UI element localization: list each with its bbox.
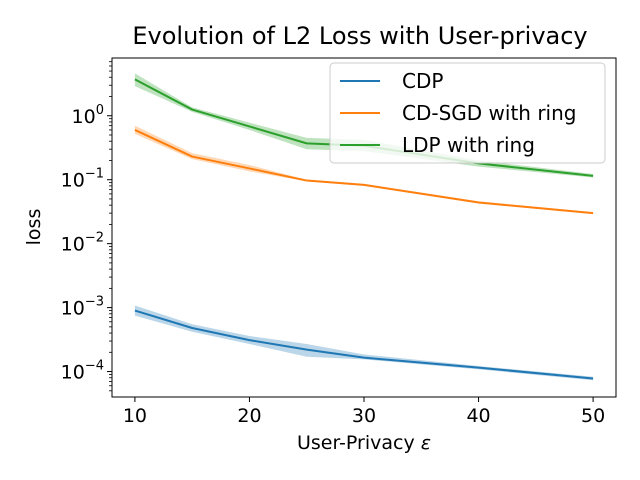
x-tick-label: 20 (237, 405, 261, 427)
y-axis: 10−4 10−3 10−2 10−1 100 (61, 61, 112, 392)
y-tick-label: 10−3 (61, 295, 104, 320)
x-axis-label-symbol: ε (421, 432, 431, 454)
legend-label-cdp: CDP (402, 69, 443, 93)
band-cdp (134, 305, 594, 381)
legend-label-ldp-with-ring: LDP with ring (402, 133, 535, 157)
x-axis: 10 20 30 40 50 (123, 397, 605, 427)
x-tick-label: 40 (466, 405, 490, 427)
line-cd-sgd-with-ring (134, 129, 594, 215)
x-axis-label-text: User-Privacy (297, 432, 415, 454)
y-axis-label: loss (23, 209, 45, 246)
x-tick-label: 30 (352, 405, 376, 427)
legend-label-cd-sgd-with-ring: CD-SGD with ring (402, 101, 576, 125)
legend-box (329, 62, 606, 164)
y-tick-label: 10−4 (61, 359, 104, 384)
y-tick-label: 100 (72, 103, 104, 128)
x-tick-label: 50 (581, 405, 605, 427)
x-axis-label: User-Privacy ε (297, 432, 431, 454)
chart-title: Evolution of L2 Loss with User-privacy (132, 22, 587, 50)
line-cdp (134, 309, 594, 380)
x-tick-label: 10 (123, 405, 147, 427)
y-tick-label: 10−2 (61, 231, 104, 256)
y-tick-label: 10−1 (61, 167, 104, 192)
legend: CDP CD-SGD with ring LDP with ring (329, 62, 606, 164)
confidence-bands (134, 73, 594, 381)
